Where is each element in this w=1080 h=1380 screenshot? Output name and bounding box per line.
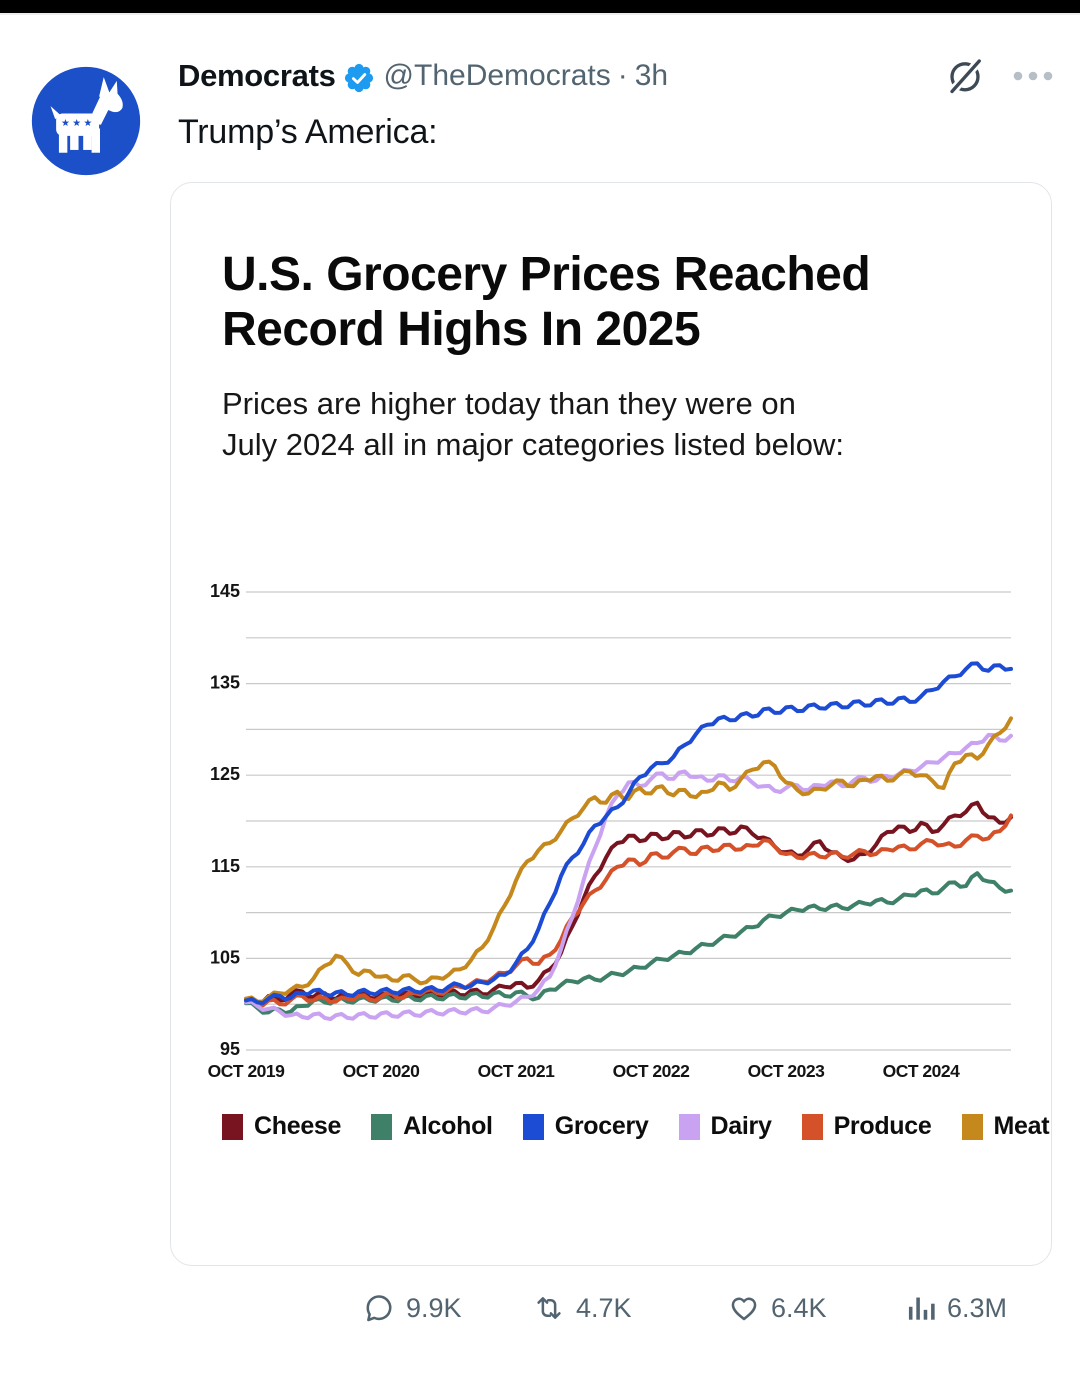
svg-text:OCT 2024: OCT 2024 bbox=[883, 1061, 960, 1081]
svg-text:OCT 2022: OCT 2022 bbox=[613, 1061, 690, 1081]
reply-icon bbox=[366, 1295, 392, 1322]
repost-button[interactable]: 4.7K bbox=[533, 1292, 728, 1324]
repost-icon bbox=[537, 1297, 561, 1320]
svg-text:OCT 2020: OCT 2020 bbox=[343, 1061, 420, 1081]
svg-text:95: 95 bbox=[220, 1039, 240, 1059]
legend-item-grocery: Grocery bbox=[522, 1112, 649, 1141]
price-chart: 95 105 115 125 135 145 OCT 2019 OCT 2020 OCT 202… bbox=[208, 581, 1013, 1081]
svg-text:OCT 2023: OCT 2023 bbox=[748, 1061, 825, 1081]
legend-swatch bbox=[222, 1113, 243, 1140]
chart-subtitle: Prices are higher today than they were o… bbox=[222, 386, 845, 463]
legend-label: Dairy bbox=[710, 1112, 772, 1141]
timestamp[interactable]: 3h bbox=[634, 59, 669, 92]
legend-item-cheese: Cheese bbox=[222, 1112, 341, 1141]
tweet-header: Democrats @TheDemocrats · 3h bbox=[178, 55, 1056, 97]
legend-swatch bbox=[801, 1113, 823, 1140]
svg-text:OCT 2021: OCT 2021 bbox=[478, 1061, 555, 1081]
legend-item-meat: Meat bbox=[961, 1112, 1050, 1141]
verified-badge-icon bbox=[344, 63, 373, 92]
grok-icon[interactable] bbox=[946, 57, 984, 95]
status-bar-divider bbox=[0, 13, 1080, 15]
chart-title: U.S. Grocery Prices Reached Record Highs… bbox=[222, 248, 871, 357]
svg-text:115: 115 bbox=[211, 856, 240, 876]
legend-label: Meat bbox=[993, 1112, 1050, 1141]
svg-text:105: 105 bbox=[210, 948, 240, 968]
views-count: 6.3M bbox=[947, 1292, 1008, 1323]
legend-swatch bbox=[678, 1113, 700, 1140]
tweet-actions: 9.9K 4.7K 6.4K bbox=[363, 1292, 1056, 1324]
legend-swatch bbox=[371, 1113, 393, 1140]
democratic-donkey-icon bbox=[31, 66, 141, 176]
user-handle[interactable]: @TheDemocrats bbox=[383, 59, 611, 92]
legend-item-produce: Produce bbox=[801, 1112, 932, 1141]
svg-text:OCT 2019: OCT 2019 bbox=[208, 1061, 285, 1081]
legend-label: Cheese bbox=[254, 1112, 342, 1141]
legend-item-dairy: Dairy bbox=[678, 1112, 772, 1141]
display-name[interactable]: Democrats bbox=[178, 58, 336, 93]
like-count: 6.4K bbox=[771, 1292, 827, 1323]
like-button[interactable]: 6.4K bbox=[728, 1292, 904, 1324]
views-bar-chart-icon bbox=[908, 1297, 935, 1320]
svg-text:125: 125 bbox=[210, 764, 240, 784]
repost-count: 4.7K bbox=[576, 1292, 632, 1323]
legend-swatch bbox=[961, 1113, 983, 1140]
avatar[interactable] bbox=[30, 65, 142, 177]
heart-icon bbox=[731, 1297, 757, 1321]
chart-card[interactable]: U.S. Grocery Prices Reached Record Highs… bbox=[170, 182, 1052, 1267]
tweet-text: Trump’s America: bbox=[178, 113, 438, 151]
svg-text:135: 135 bbox=[210, 673, 240, 693]
legend-item-alcohol: Alcohol bbox=[371, 1112, 493, 1141]
more-menu-icon[interactable] bbox=[1010, 61, 1056, 91]
status-bar bbox=[0, 0, 1080, 13]
svg-text:145: 145 bbox=[210, 581, 240, 601]
tweet: Democrats @TheDemocrats · 3h bbox=[0, 15, 1080, 1324]
legend-label: Alcohol bbox=[403, 1112, 493, 1141]
chart-legend: Cheese Alcohol Grocery Dairy Produce Meat bbox=[222, 1112, 1050, 1265]
legend-swatch bbox=[522, 1113, 544, 1140]
views-button[interactable]: 6.3M bbox=[904, 1292, 1007, 1324]
legend-label: Grocery bbox=[554, 1112, 649, 1141]
legend-label: Produce bbox=[833, 1112, 932, 1141]
reply-count: 9.9K bbox=[406, 1292, 462, 1323]
separator-dot: · bbox=[617, 59, 628, 92]
reply-button[interactable]: 9.9K bbox=[363, 1292, 533, 1324]
